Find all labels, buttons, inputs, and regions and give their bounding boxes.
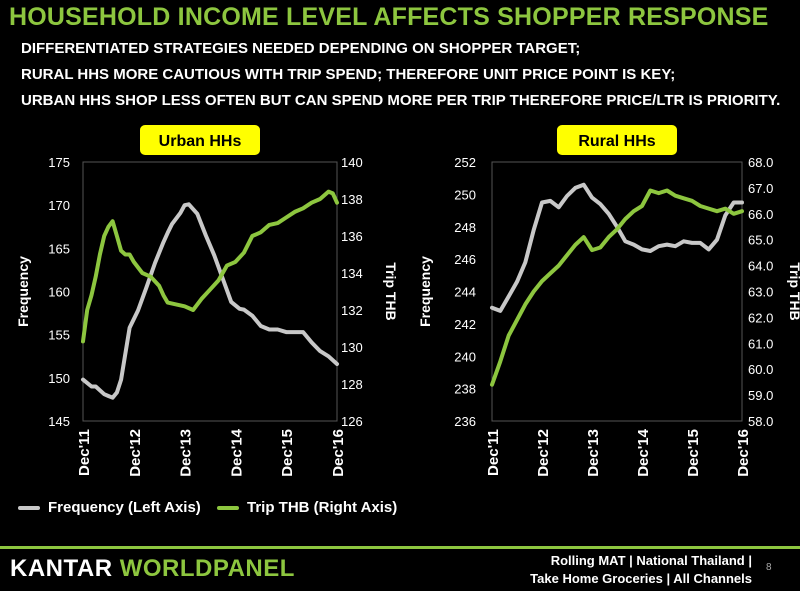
- chart1-y2label: Trip THB: [383, 262, 399, 320]
- chart2-xtick: Dec'11: [485, 429, 502, 476]
- chart2-ytick-right: 63.0: [748, 285, 773, 300]
- legend-swatch-frequency: [18, 505, 40, 510]
- chart1-frequency-line: [81, 202, 339, 400]
- legend-swatch-trip: [217, 505, 239, 510]
- chart1-ytick-right: 138: [341, 192, 363, 207]
- chart1-ytick-right: 132: [341, 303, 363, 318]
- chart2-ytick-left: 238: [454, 382, 476, 397]
- chart1-ytick-left: 145: [48, 414, 70, 429]
- chart2-title-badge: [557, 125, 677, 155]
- chart2-frequency-line: [490, 182, 744, 313]
- chart2-ylabel: Frequency: [417, 256, 433, 327]
- chart2-xtick: Dec'15: [685, 429, 702, 477]
- chart2-xtick: Dec'12: [535, 429, 552, 477]
- chart2-ytick-right: 67.0: [748, 181, 773, 196]
- chart1-xtick: Dec'14: [228, 428, 245, 476]
- chart1-xtick: Dec'11: [76, 429, 93, 476]
- legend-label-trip: Trip THB (Right Axis): [247, 499, 398, 516]
- page-title: HOUSEHOLD INCOME LEVEL AFFECTS SHOPPER R…: [9, 3, 769, 31]
- chart1-ytick-right: 136: [341, 229, 363, 244]
- chart2-ytick-left: 250: [454, 187, 476, 202]
- chart1-xtick: Dec'15: [279, 429, 296, 477]
- chart2-ytick-left: 248: [454, 220, 476, 235]
- chart2-plot-area: [491, 161, 743, 422]
- chart1-ytick-left: 165: [48, 241, 70, 256]
- chart1-title-badge: [140, 125, 260, 155]
- page-number: 8: [766, 562, 772, 573]
- kantar-worldpanel-logo: KANTAR WORLDPANEL: [10, 555, 295, 582]
- chart1-ylabel: Frequency: [15, 256, 31, 327]
- chart1-xtick: Dec'16: [330, 429, 347, 477]
- chart1-ytick-right: 130: [341, 340, 363, 355]
- legend-label-frequency: Frequency (Left Axis): [48, 499, 201, 516]
- chart1-ytick-left: 175: [48, 155, 70, 170]
- chart2-ytick-right: 65.0: [748, 233, 773, 248]
- subtitle-line-3: URBAN HHS SHOP LESS OFTEN BUT CAN SPEND …: [21, 92, 781, 109]
- chart2-ytick-right: 58.0: [748, 414, 773, 429]
- chart1-xtick: Dec'12: [127, 429, 144, 477]
- footer-source-line-2: Take Home Groceries | All Channels: [530, 571, 752, 586]
- chart1-xtick: Dec'13: [178, 429, 195, 477]
- chart1-ytick-right: 126: [341, 414, 363, 429]
- subtitle-line-1: DIFFERENTIATED STRATEGIES NEEDED DEPENDI…: [21, 40, 581, 57]
- chart2-title: Rural HHs: [578, 133, 655, 150]
- chart2-ytick-left: 244: [454, 285, 476, 300]
- legend-frequency: Frequency (Left Axis): [18, 499, 201, 516]
- chart2-ytick-right: 62.0: [748, 310, 773, 325]
- chart2-ytick-left: 240: [454, 349, 476, 364]
- chart2-ytick-left: 242: [454, 317, 476, 332]
- chart2-y2label: Trip THB: [787, 262, 800, 320]
- subtitle-line-2: RURAL HHS MORE CAUTIOUS WITH TRIP SPEND;…: [21, 66, 676, 83]
- chart1-ytick-right: 134: [341, 266, 363, 281]
- chart2-xtick: Dec'16: [735, 429, 752, 477]
- chart2-trip-thb-line: [490, 188, 744, 387]
- chart2-ytick-right: 59.0: [748, 388, 773, 403]
- chart1-ytick-right: 140: [341, 155, 363, 170]
- chart2-xtick: Dec'14: [635, 428, 652, 476]
- charts-canvas: Urban HHs 175 170 165 160 155 150 145 140 138 136 1…: [15, 125, 800, 477]
- footer-source-line-1: Rolling MAT | National Thailand |: [550, 553, 752, 568]
- chart2-ytick-right: 61.0: [748, 336, 773, 351]
- footer-divider: [0, 546, 800, 549]
- chart2-ytick-right: 68.0: [748, 155, 773, 170]
- chart2-ytick-right: 64.0: [748, 259, 773, 274]
- chart1-ytick-left: 150: [48, 371, 70, 386]
- chart2-ytick-left: 236: [454, 414, 476, 429]
- chart2-ytick-left: 252: [454, 155, 476, 170]
- chart1-ytick-left: 155: [48, 328, 70, 343]
- chart1-ytick-right: 128: [341, 377, 363, 392]
- chart1-trip-thb-line: [81, 189, 339, 344]
- chart1-ytick-left: 160: [48, 285, 70, 300]
- chart1-plot-area: [82, 161, 338, 422]
- chart1-title: Urban HHs: [159, 133, 242, 150]
- chart2-ytick-left: 246: [454, 252, 476, 267]
- legend-trip: Trip THB (Right Axis): [217, 499, 397, 516]
- chart2-ytick-right: 60.0: [748, 362, 773, 377]
- chart2-xtick: Dec'13: [585, 429, 602, 477]
- chart1-ytick-left: 170: [48, 198, 70, 213]
- chart2-ytick-right: 66.0: [748, 207, 773, 222]
